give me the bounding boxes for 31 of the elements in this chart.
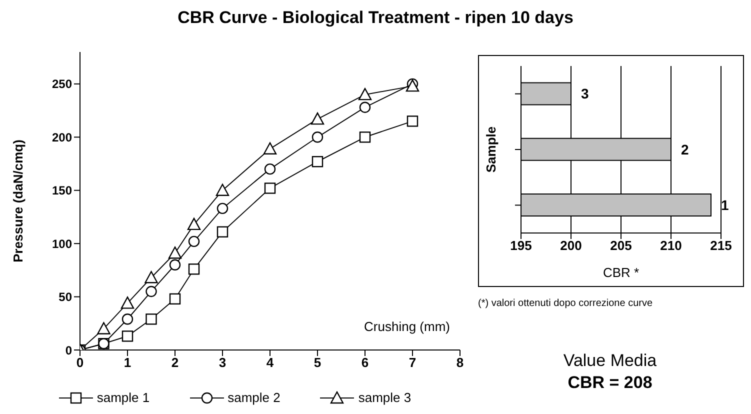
x-tick-label: 205 [610, 238, 632, 254]
y-axis-title: Sample [484, 126, 499, 173]
y-tick-label: 250 [52, 77, 72, 92]
x-tick-label: 215 [710, 238, 732, 254]
x-tick-label: 195 [510, 238, 532, 254]
x-tick-label: 6 [361, 355, 369, 370]
y-tick-label: 150 [52, 184, 72, 198]
x-tick-label: 7 [408, 355, 416, 370]
legend-label: sample 2 [228, 390, 280, 405]
x-tick-label: 200 [560, 238, 582, 254]
text: CBR = 208 [566, 372, 654, 394]
chart-title: CBR Curve - Biological Treatment - ripen 10 days [176, 8, 574, 28]
x-tick-label: 0 [76, 355, 84, 370]
text: Value Media [562, 350, 658, 372]
x-tick-label: 3 [218, 355, 226, 370]
x-tick-label: 2 [171, 355, 179, 370]
x-tick-label: 8 [456, 355, 464, 370]
x-tick-label: 5 [314, 355, 322, 370]
x-axis-title: CBR * [602, 265, 640, 280]
text: (*) valori ottenuti dopo correzione curve [478, 298, 653, 309]
x-tick-label: 4 [266, 355, 274, 370]
y-tick-label: 50 [58, 290, 72, 304]
x-tick-label: 1 [124, 355, 132, 370]
y-tick-label: 100 [52, 236, 72, 251]
y-axis-title: Pressure (daN/cmq) [10, 140, 26, 262]
legend-label: sample 3 [358, 390, 412, 405]
x-tick-label: 210 [660, 238, 682, 254]
legend-label: sample 1 [96, 390, 150, 405]
x-axis-title: Crushing (mm) [364, 319, 450, 334]
y-tick-label: 200 [52, 130, 72, 144]
y-tick-label: 0 [65, 343, 72, 358]
